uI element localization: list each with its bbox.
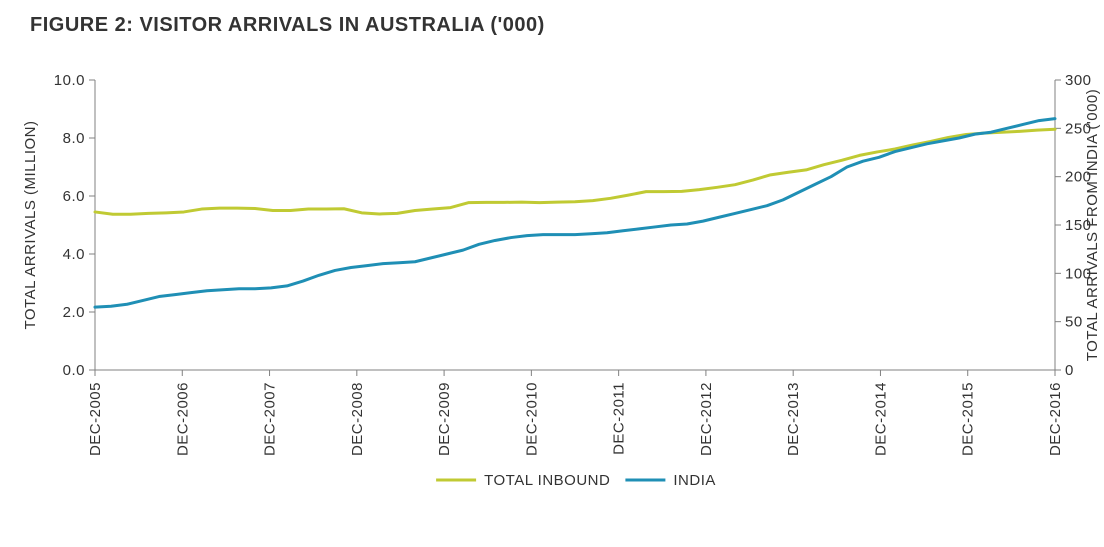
y-left-tick-label: 8.0 bbox=[63, 130, 85, 147]
x-tick-label: DEC-2011 bbox=[611, 382, 628, 455]
x-tick-label: DEC-2013 bbox=[785, 382, 802, 456]
x-tick-label: DEC-2006 bbox=[174, 382, 191, 456]
series-line-india bbox=[95, 119, 1055, 307]
y-right-tick-label: 50 bbox=[1065, 314, 1083, 331]
y-left-tick-label: 10.0 bbox=[54, 72, 85, 89]
x-tick-label: DEC-2015 bbox=[960, 382, 977, 456]
legend-label: INDIA bbox=[673, 472, 716, 489]
y-left-tick-label: 4.0 bbox=[63, 246, 85, 263]
y-right-tick-label: 300 bbox=[1065, 72, 1092, 89]
x-tick-label: DEC-2012 bbox=[698, 382, 715, 456]
x-tick-label: DEC-2005 bbox=[87, 382, 104, 456]
figure-container: { "figure": { "title": "FIGURE 2: VISITO… bbox=[0, 0, 1104, 547]
y-left-tick-label: 2.0 bbox=[63, 304, 85, 321]
line-chart: 0.0 2.0 4.0 6.0 8.0 10.0 TOTAL ARRIVALS (MILLI… bbox=[0, 60, 1104, 540]
x-tick-label: DEC-2010 bbox=[523, 382, 540, 456]
y-right-tick-label: 0 bbox=[1065, 362, 1074, 379]
legend-label: TOTAL INBOUND bbox=[484, 472, 610, 489]
y-left-tick-label: 0.0 bbox=[63, 362, 85, 379]
series-line-total-inbound bbox=[95, 129, 1055, 214]
x-tick-label: DEC-2008 bbox=[349, 382, 366, 456]
x-tick-label: DEC-2007 bbox=[262, 382, 279, 456]
y-right-axis-label: TOTAL ARRIVALS FROM INDIA ('000) bbox=[1084, 89, 1101, 362]
figure-title: FIGURE 2: VISITOR ARRIVALS IN AUSTRALIA … bbox=[30, 14, 545, 37]
y-left-axis-label: TOTAL ARRIVALS (MILLION) bbox=[22, 121, 39, 330]
x-tick-label: DEC-2016 bbox=[1047, 382, 1064, 456]
x-tick-label: DEC-2009 bbox=[436, 382, 453, 456]
chart-area: 0.0 2.0 4.0 6.0 8.0 10.0 TOTAL ARRIVALS (MILLI… bbox=[0, 60, 1104, 540]
y-left-tick-label: 6.0 bbox=[63, 188, 85, 205]
x-tick-label: DEC-2014 bbox=[872, 382, 889, 456]
